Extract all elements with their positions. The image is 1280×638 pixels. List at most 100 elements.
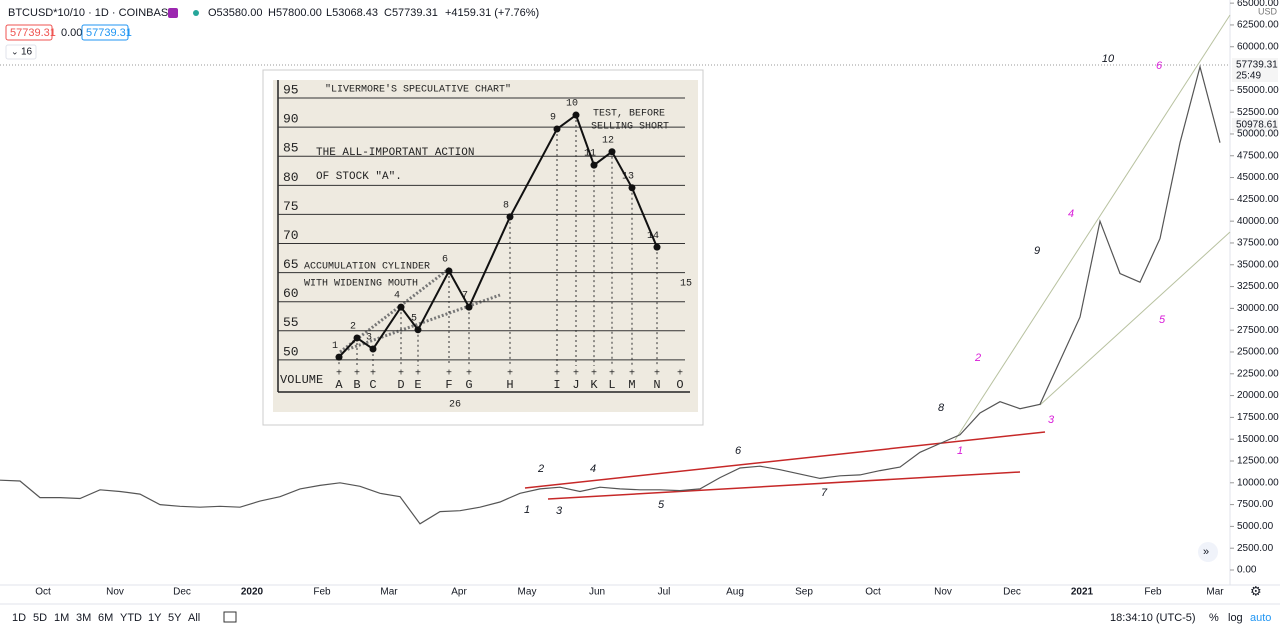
- x-tick-label: Feb: [1144, 587, 1162, 598]
- range-button[interactable]: 6M: [98, 612, 113, 624]
- inset-column: D: [397, 378, 404, 392]
- inset-column: G: [465, 378, 472, 392]
- channel-line[interactable]: [954, 14, 1231, 441]
- y-tick-label: 30000.00: [1237, 303, 1279, 314]
- inset-volume-mark: +: [354, 369, 360, 380]
- inset-point-label: 6: [442, 255, 448, 266]
- inset-column: I: [553, 378, 560, 392]
- y-tick-label: 55000.00: [1237, 85, 1279, 96]
- date-range-icon[interactable]: [223, 611, 237, 623]
- indicator-arrow: ⌄: [11, 46, 19, 56]
- y-tick-label: 37500.00: [1237, 238, 1279, 249]
- y-tick-label: 42500.00: [1237, 194, 1279, 205]
- x-tick-label: Nov: [934, 587, 952, 598]
- inset-volume-mark: +: [573, 369, 579, 380]
- x-tick-label: Mar: [380, 587, 398, 598]
- x-tick-label: Jun: [589, 587, 605, 598]
- x-tick-label: Oct: [35, 587, 51, 598]
- log-toggle[interactable]: log: [1228, 612, 1243, 624]
- inset-tick-label: 50: [283, 344, 299, 359]
- inset-tick-label: 55: [283, 315, 299, 330]
- status-dot: [193, 10, 199, 16]
- y-tick-label: 7500.00: [1237, 499, 1274, 510]
- inset-caption: THE ALL-IMPORTANT ACTION: [316, 147, 474, 159]
- indicator-toggle[interactable]: [5, 44, 37, 60]
- inset-column: A: [335, 378, 343, 392]
- high: H57800.00: [268, 7, 322, 19]
- inset-point-label: 9: [550, 113, 556, 124]
- y-tick-label: 15000.00: [1237, 434, 1279, 445]
- inset-page: 26: [449, 400, 461, 411]
- flag-icon: [168, 8, 178, 18]
- inset-volume-mark: +: [415, 369, 421, 380]
- range-button[interactable]: 5Y: [168, 612, 182, 624]
- other-price-box: [1232, 118, 1278, 132]
- inset-paper: [273, 80, 698, 412]
- y-tick-label: 27500.00: [1237, 325, 1279, 336]
- inset-note: TEST, BEFORE: [593, 109, 665, 120]
- inset-point-label: 12: [602, 135, 614, 146]
- y-tick-label: 22500.00: [1237, 368, 1279, 379]
- range-button[interactable]: 1M: [54, 612, 69, 624]
- inset-cylinder: ACCUMULATION CYLINDER: [304, 262, 430, 273]
- range-button[interactable]: YTD: [120, 612, 142, 624]
- ask: 57739.31: [86, 27, 132, 39]
- inset-point-label: 8: [503, 201, 509, 212]
- x-tick-label: Aug: [726, 587, 744, 598]
- inset-volume-mark: +: [654, 369, 660, 380]
- inset-column: B: [353, 378, 360, 392]
- range-button[interactable]: 3M: [76, 612, 91, 624]
- wave-label: 6: [735, 445, 742, 457]
- currency: USD: [1258, 6, 1278, 16]
- y-tick-label: 2500.00: [1237, 543, 1274, 554]
- scroll-button[interactable]: [1198, 542, 1218, 562]
- cylinder-edge: [339, 293, 501, 354]
- inset-tick-label: 85: [283, 141, 299, 156]
- livermore-inset: "LIVERMORE'S SPECULATIVE CHART" TEST, BE…: [262, 69, 704, 426]
- trend-line[interactable]: [547, 471, 1021, 500]
- inset-column: K: [590, 378, 598, 392]
- range-button[interactable]: 1D: [12, 612, 26, 624]
- bid-box[interactable]: [5, 24, 53, 41]
- inset-line: [338, 113, 658, 358]
- y-tick-label: 32500.00: [1237, 281, 1279, 292]
- x-tick-label: Nov: [106, 587, 124, 598]
- x-tick-label: Oct: [865, 587, 881, 598]
- y-tick-label: 62500.00: [1237, 20, 1279, 31]
- ask-box[interactable]: [81, 24, 129, 41]
- inset-column: M: [628, 378, 635, 392]
- y-tick-label: 50000.00: [1237, 129, 1279, 140]
- trend-line[interactable]: [524, 431, 1046, 489]
- x-tick-label: May: [518, 587, 537, 598]
- wave-label: 1: [524, 504, 530, 516]
- inset-caption: OF STOCK "A".: [316, 171, 402, 183]
- range-button[interactable]: 1Y: [148, 612, 162, 624]
- inset-volume-mark: +: [466, 369, 472, 380]
- settings-icon[interactable]: ⚙: [1250, 583, 1262, 598]
- inset-column: L: [608, 378, 615, 392]
- x-tick-label: 2020: [241, 587, 264, 598]
- last-price: 57739.31: [1236, 60, 1278, 71]
- last-price-box: [1232, 58, 1278, 82]
- inset-volume-mark: +: [370, 369, 376, 380]
- wave-label-magenta: 1: [957, 445, 963, 457]
- y-tick-label: 60000.00: [1237, 41, 1279, 52]
- y-tick-label: 5000.00: [1237, 521, 1274, 532]
- range-button[interactable]: All: [188, 612, 200, 624]
- wave-label-magenta: 4: [1068, 208, 1074, 220]
- inset-volume-mark: +: [446, 369, 452, 380]
- inset-volume-mark: +: [507, 369, 513, 380]
- y-tick-label: 40000.00: [1237, 216, 1279, 227]
- channel-line[interactable]: [1039, 231, 1231, 406]
- range-button[interactable]: 5D: [33, 612, 47, 624]
- symbol: BTCUSD*10/10 · 1D · COINBASE: [8, 7, 176, 19]
- x-tick-label: Sep: [795, 587, 813, 598]
- inset-last: 15: [680, 279, 692, 290]
- y-tick-label: 17500.00: [1237, 412, 1279, 423]
- inset-column: C: [369, 378, 376, 392]
- wave-label-magenta: 2: [974, 352, 981, 364]
- auto-toggle[interactable]: auto: [1250, 612, 1271, 624]
- inset-point-label: 13: [622, 171, 634, 182]
- percent-toggle[interactable]: %: [1209, 612, 1219, 624]
